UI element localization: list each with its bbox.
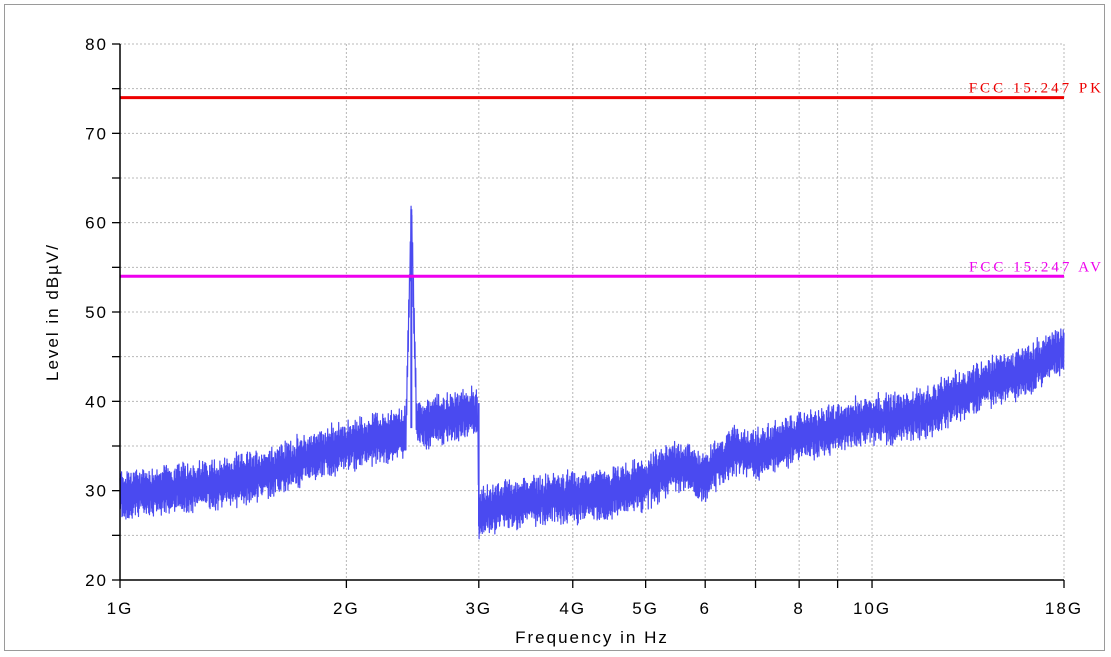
x-axis-ticks: 1G 2G 3G 4G 5G 6 8 10G 18G (107, 580, 1083, 618)
x-tick-label: 5G (632, 599, 659, 618)
x-tick-label: 8 (793, 599, 804, 618)
x-tick-label: 10G (853, 599, 891, 618)
y-tick-label: 50 (85, 303, 108, 322)
x-tick-label: 18G (1045, 599, 1083, 618)
x-tick-label: 6 (699, 599, 710, 618)
y-tick-label: 30 (85, 482, 108, 501)
y-tick-label: 80 (85, 35, 108, 54)
series-trace (119, 205, 1065, 540)
y-tick-label: 70 (85, 124, 108, 143)
series-layer (119, 205, 1065, 540)
x-tick-label: 3G (465, 599, 492, 618)
y-tick-label: 40 (85, 392, 108, 411)
y-axis-title: Level in dBµV/ (43, 243, 62, 381)
limit-lines: FCC 15.247 PK FCC 15.247 AV (120, 81, 1104, 278)
limit-label: FCC 15.247 PK (969, 81, 1104, 97)
x-tick-label: 2G (333, 599, 360, 618)
x-tick-label: 1G (107, 599, 134, 618)
chart-frame (4, 4, 1105, 651)
limit-label: FCC 15.247 AV (969, 259, 1104, 275)
x-axis-title: Frequency in Hz (515, 628, 669, 647)
y-tick-label: 60 (85, 214, 108, 233)
minor-ticks (754, 580, 839, 588)
y-tick-label: 20 (85, 571, 108, 590)
y-axis-ticks: 20 30 40 50 60 70 80 (85, 35, 120, 590)
x-tick-label: 4G (559, 599, 586, 618)
